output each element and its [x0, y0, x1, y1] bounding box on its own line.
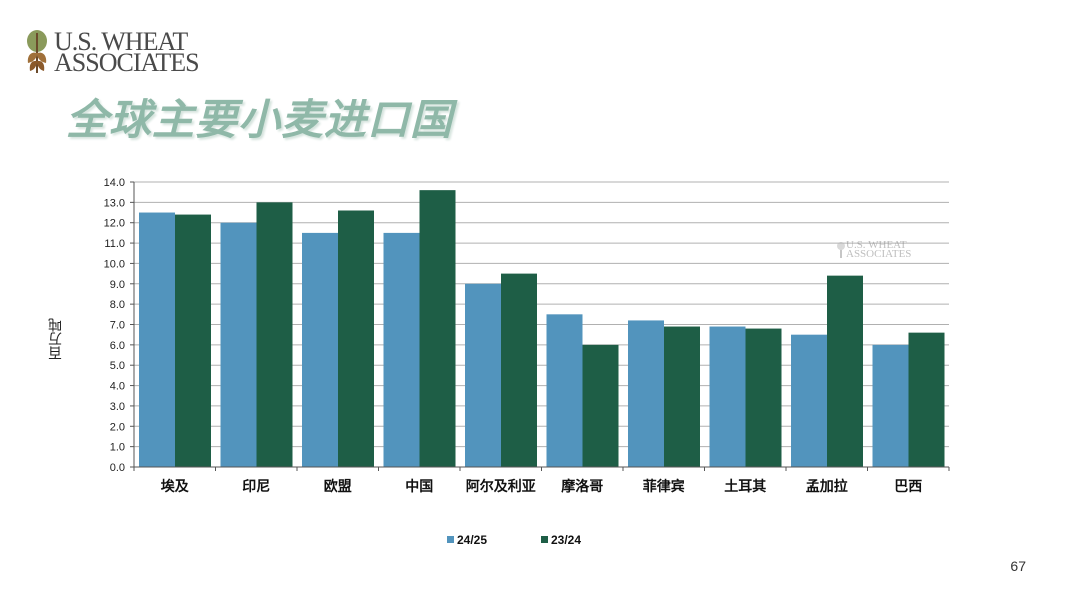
- y-tick-label: 2.0: [110, 421, 125, 433]
- category-label: 埃及: [161, 478, 190, 495]
- bar: [256, 202, 293, 467]
- brand-logo: U.S. WHEAT ASSOCIATES: [24, 27, 200, 77]
- bar: [709, 326, 746, 467]
- y-tick-label: 7.0: [110, 320, 125, 332]
- y-tick-label: 5.0: [110, 360, 125, 372]
- bar: [791, 334, 827, 467]
- category-label: 巴西: [894, 479, 922, 495]
- bar: [745, 328, 782, 467]
- category-label: 摩洛哥: [561, 478, 603, 495]
- category-label: 欧盟: [324, 478, 352, 495]
- page-number: 67: [1010, 558, 1026, 574]
- y-tick-label: 1.0: [110, 442, 125, 454]
- bar: [419, 190, 456, 467]
- bar: [465, 283, 501, 467]
- y-tick-label: 14.0: [104, 177, 125, 189]
- bar: [546, 314, 583, 467]
- bar: [628, 320, 664, 467]
- bar: [175, 214, 211, 467]
- bar: [582, 344, 619, 467]
- legend-label: 24/25: [457, 533, 487, 547]
- y-tick-label: 11.0: [104, 238, 125, 250]
- chart-legend: 24/25 23/24: [447, 533, 581, 547]
- bar: [908, 332, 945, 467]
- logo-wordmark: U.S. WHEAT ASSOCIATES: [54, 27, 200, 77]
- category-label: 印尼: [242, 478, 270, 495]
- y-tick-label: 0.0: [110, 462, 125, 474]
- y-tick-label: 6.0: [110, 340, 125, 352]
- chart-axes: [130, 181, 950, 471]
- y-tick-label: 12.0: [104, 218, 125, 230]
- y-tick-label: 9.0: [110, 279, 125, 291]
- watermark-line-1: U.S. WHEAT: [846, 239, 907, 251]
- logo-line-1: U.S. WHEAT: [54, 27, 188, 56]
- bar: [872, 344, 909, 467]
- bar: [501, 273, 537, 467]
- watermark-line-2: ASSOCIATES: [846, 248, 912, 260]
- y-tick-label: 13.0: [104, 197, 125, 209]
- bar: [139, 212, 175, 467]
- bar: [827, 275, 863, 467]
- category-label: 中国: [405, 478, 433, 495]
- wheat-emblem-icon: [27, 30, 47, 73]
- watermark-wordmark: U.S. WHEAT ASSOCIATES: [846, 239, 912, 260]
- category-label: 阿尔及利亚: [466, 478, 536, 495]
- bar: [302, 232, 338, 467]
- legend-swatch: [541, 536, 548, 543]
- category-label: 孟加拉: [806, 478, 848, 495]
- bar: [220, 222, 257, 467]
- legend-label: 23/24: [551, 533, 581, 547]
- chart-labels: 0.0 1.0 2.0 3.0 4.0 5.0 6.0 7.0 8.0 9.0 10.0 11.0 12…: [104, 177, 923, 495]
- bar: [383, 232, 420, 467]
- y-tick-label: 8.0: [110, 299, 125, 311]
- watermark-wheat-icon: [837, 242, 845, 258]
- logo-line-2: ASSOCIATES: [54, 48, 200, 77]
- category-label: 菲律宾: [643, 478, 685, 495]
- y-tick-label: 3.0: [110, 401, 125, 413]
- y-tick-label: 10.0: [104, 258, 125, 270]
- bar: [664, 326, 700, 467]
- bar: [338, 210, 374, 467]
- slide-title: 全球主要小麦进口国: [66, 95, 454, 144]
- category-label: 土耳其: [724, 478, 766, 495]
- legend-swatch: [447, 536, 454, 543]
- y-tick-label: 4.0: [110, 381, 125, 393]
- chart-watermark-logo: U.S. WHEAT ASSOCIATES: [836, 239, 912, 260]
- chart-bars: [139, 190, 945, 467]
